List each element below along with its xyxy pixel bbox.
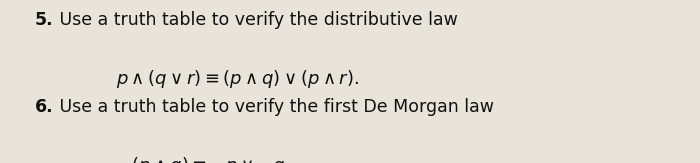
Text: Use a truth table to verify the distributive law: Use a truth table to verify the distribu… (54, 11, 458, 29)
Text: $p \wedge (q \vee r) \equiv (p \wedge q) \vee (p \wedge r).$: $p \wedge (q \vee r) \equiv (p \wedge q)… (116, 68, 358, 90)
Text: $\neg(p \wedge q) \equiv \neg p \vee \neg q.$: $\neg(p \wedge q) \equiv \neg p \vee \ne… (116, 155, 288, 163)
Text: Use a truth table to verify the first De Morgan law: Use a truth table to verify the first De… (54, 98, 494, 116)
Text: 6.: 6. (35, 98, 54, 116)
Text: 5.: 5. (35, 11, 54, 29)
